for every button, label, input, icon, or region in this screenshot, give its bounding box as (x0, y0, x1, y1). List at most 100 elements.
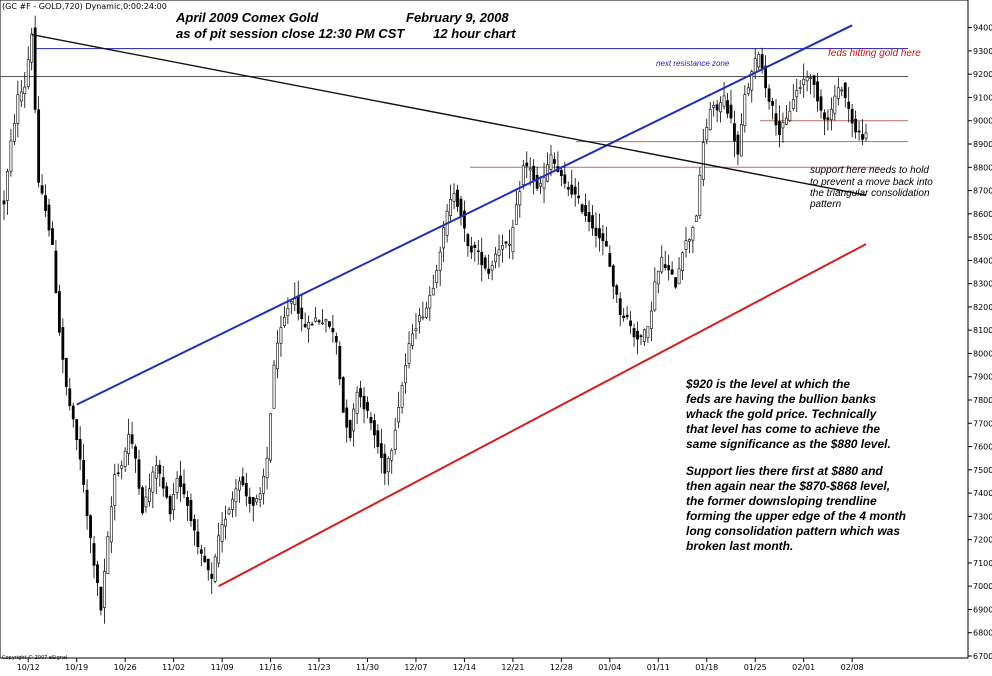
x-tick-label: 10/26 (114, 663, 137, 672)
candle-body (321, 322, 324, 325)
candle-body (847, 101, 851, 109)
candle-body (840, 89, 844, 92)
feds-annotation: feds hitting gold here (828, 48, 921, 59)
candle-body (328, 321, 331, 327)
candle-body (802, 78, 806, 86)
candle-body (587, 212, 591, 223)
candle-body (525, 162, 529, 167)
candle-body (213, 556, 217, 582)
candle-body (459, 198, 463, 217)
x-tick-label: 11/30 (356, 663, 379, 672)
candle-body (116, 472, 120, 475)
candle-body (836, 87, 840, 99)
candle-body (113, 474, 117, 506)
candle-body (51, 228, 54, 245)
candle-body (490, 264, 494, 271)
candle-body (68, 388, 72, 407)
candle-body (781, 121, 785, 129)
candle-body (286, 307, 290, 317)
trendline (218, 243, 867, 588)
candle-body (2, 200, 6, 205)
candle-body (12, 123, 16, 142)
candle-body (660, 256, 664, 273)
x-tick-label: 10/12 (17, 663, 40, 672)
candle-body (667, 265, 671, 271)
candle-body (843, 82, 847, 99)
candle-body (154, 464, 158, 479)
candle-body (549, 154, 553, 170)
candle-body (816, 81, 819, 102)
candle-body (123, 450, 127, 467)
candle-body (511, 227, 515, 253)
x-tick-label: 11/02 (162, 663, 185, 672)
candle-body (566, 187, 570, 190)
candle-body (791, 99, 795, 109)
candle-body (601, 233, 605, 242)
x-tick-label: 02/08 (841, 663, 864, 672)
support-note-line-4: pattern (809, 199, 842, 210)
candle-body (580, 204, 584, 213)
x-tick-label: 01/04 (598, 663, 621, 672)
candle-body (469, 245, 473, 253)
main-note-line-2: feds are having the bullion banks (686, 392, 876, 406)
candle-body (345, 407, 349, 428)
candle-body (393, 429, 397, 450)
candle-body (289, 301, 293, 304)
support-note-line-2: to prevent a move back into (810, 177, 933, 188)
candle-body (431, 287, 435, 296)
candle-body (134, 446, 137, 459)
y-tick-label: 9300 (973, 47, 992, 56)
candle-body (508, 243, 511, 246)
candle-body (71, 405, 75, 420)
candle-body (795, 90, 799, 98)
candle-body (438, 251, 442, 271)
y-tick-label: 6700 (973, 652, 992, 661)
title-line2: as of pit session close 12:30 PM CST 12 … (176, 26, 516, 41)
candle-body (553, 159, 556, 164)
candle-body (463, 210, 466, 229)
candle-body (435, 270, 439, 284)
candle-body (92, 543, 96, 566)
title-line1-left: April 2009 Comex Gold (175, 10, 319, 25)
candle-body (421, 316, 425, 319)
candle-body (570, 184, 574, 195)
candle-body (30, 33, 34, 63)
candle-body (96, 564, 99, 584)
plot-frame (0, 0, 969, 659)
candle-body (480, 251, 484, 266)
candle-body (809, 77, 813, 79)
candle-body (864, 132, 868, 139)
candle-body (238, 480, 241, 491)
candle-body (224, 518, 227, 527)
candle-body (355, 391, 359, 414)
candle-body (729, 104, 733, 119)
y-tick-label: 8600 (973, 210, 992, 219)
candle-body (625, 314, 629, 318)
candle-body (573, 186, 577, 195)
candle-body (705, 127, 709, 141)
candle-body (639, 335, 643, 337)
candle-body (106, 535, 110, 574)
y-tick-label: 8400 (973, 256, 992, 265)
candle-body (418, 315, 421, 322)
main-note-line-12: broken last month. (686, 539, 793, 553)
candle-body (694, 215, 698, 222)
candle-body (504, 241, 508, 244)
candle-body (857, 130, 861, 133)
candle-body (23, 86, 27, 94)
candle-body (414, 328, 418, 332)
candle-body (373, 420, 376, 436)
candle-body (348, 420, 352, 439)
candle-body (483, 257, 487, 269)
trendline (76, 24, 853, 406)
candle-body (452, 193, 456, 202)
candle-body (168, 496, 172, 515)
candle-body (193, 519, 196, 531)
candle-body (352, 408, 356, 432)
candle-body (6, 171, 9, 201)
candle-body (279, 327, 283, 344)
main-note-line-11: long consolidation pattern which was (686, 524, 900, 538)
candle-body (54, 250, 58, 294)
candle-body (760, 54, 764, 69)
candle-body (487, 268, 491, 274)
